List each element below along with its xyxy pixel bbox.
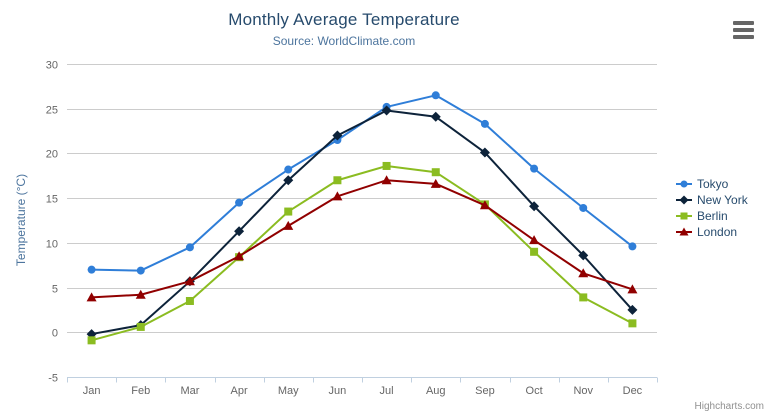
data-point-marker[interactable] bbox=[87, 336, 96, 345]
data-point-marker[interactable] bbox=[382, 161, 391, 170]
data-point-marker[interactable] bbox=[628, 319, 637, 328]
legend-item-berlin[interactable]: Berlin bbox=[676, 209, 748, 223]
data-point-marker[interactable] bbox=[529, 235, 540, 245]
data-point-marker[interactable] bbox=[135, 289, 146, 299]
data-point-marker[interactable] bbox=[430, 178, 441, 188]
data-point-marker[interactable] bbox=[530, 247, 539, 256]
data-point-marker[interactable] bbox=[679, 195, 689, 205]
data-point-marker[interactable] bbox=[680, 212, 688, 220]
chart-subtitle: Source: WorldClimate.com bbox=[272, 34, 416, 48]
data-point-marker[interactable] bbox=[530, 164, 539, 173]
data-point-marker[interactable] bbox=[284, 165, 293, 174]
y-tick-label: -5 bbox=[48, 373, 58, 385]
data-point-marker[interactable] bbox=[479, 200, 490, 210]
data-point-marker[interactable] bbox=[283, 220, 294, 230]
x-tick-label: Jun bbox=[329, 385, 347, 397]
data-point-marker[interactable] bbox=[185, 296, 194, 305]
triangle-legend-marker-icon bbox=[676, 227, 692, 236]
series-line[interactable] bbox=[90, 109, 634, 336]
legend-item-new-york[interactable]: New York bbox=[676, 193, 748, 207]
data-point-marker[interactable] bbox=[627, 304, 638, 315]
x-tick-label: Jul bbox=[380, 385, 394, 397]
square-legend-marker-icon bbox=[676, 212, 692, 220]
data-point-marker[interactable] bbox=[332, 130, 343, 141]
circle-legend-marker-icon bbox=[676, 180, 692, 188]
context-menu-button[interactable] bbox=[731, 20, 757, 40]
data-point-marker[interactable] bbox=[480, 119, 489, 128]
data-point-marker[interactable] bbox=[627, 284, 638, 294]
data-point-marker[interactable] bbox=[679, 227, 689, 236]
data-point-marker[interactable] bbox=[381, 105, 392, 116]
data-point-marker[interactable] bbox=[284, 207, 293, 216]
data-point-marker[interactable] bbox=[136, 266, 145, 275]
x-tick-label: Dec bbox=[623, 385, 643, 397]
series-line[interactable] bbox=[90, 94, 634, 272]
data-point-marker[interactable] bbox=[578, 268, 589, 278]
y-tick-label: 15 bbox=[46, 194, 58, 206]
x-tick-label: Mar bbox=[180, 385, 199, 397]
x-tick-label: Nov bbox=[573, 385, 593, 397]
x-tick-label: Feb bbox=[131, 385, 150, 397]
data-point-marker[interactable] bbox=[234, 226, 245, 237]
chart-title: Monthly Average Temperature bbox=[228, 10, 460, 29]
data-point-marker[interactable] bbox=[184, 276, 195, 286]
data-point-marker[interactable] bbox=[381, 175, 392, 185]
data-point-marker[interactable] bbox=[333, 176, 342, 185]
x-tick-label: Apr bbox=[231, 385, 248, 397]
data-point-marker[interactable] bbox=[332, 191, 343, 201]
x-tick-label: Jan bbox=[83, 385, 101, 397]
legend-label: New York bbox=[697, 193, 748, 207]
data-point-marker[interactable] bbox=[628, 242, 637, 251]
legend: Tokyo New York Berlin London bbox=[676, 177, 748, 239]
data-point-marker[interactable] bbox=[86, 292, 97, 302]
data-point-marker[interactable] bbox=[680, 180, 688, 188]
y-tick-label: 5 bbox=[52, 284, 58, 296]
series-new-york[interactable] bbox=[86, 105, 638, 340]
data-point-marker[interactable] bbox=[430, 111, 441, 122]
y-axis-title: Temperature (°C) bbox=[14, 173, 28, 267]
data-point-marker[interactable] bbox=[431, 168, 440, 177]
x-tick-label: May bbox=[278, 385, 299, 397]
data-point-marker[interactable] bbox=[283, 175, 294, 186]
data-point-marker[interactable] bbox=[136, 322, 145, 331]
data-point-marker[interactable] bbox=[235, 198, 244, 207]
series-line[interactable] bbox=[90, 179, 634, 299]
x-tick-label: Aug bbox=[426, 385, 446, 397]
y-tick-label: 30 bbox=[46, 60, 58, 72]
y-tick-label: 0 bbox=[52, 328, 58, 340]
legend-label: London bbox=[697, 225, 738, 239]
legend-item-london[interactable]: London bbox=[676, 225, 748, 239]
data-point-marker[interactable] bbox=[185, 243, 194, 252]
y-tick-label: 20 bbox=[46, 149, 58, 161]
x-tick-label: Oct bbox=[526, 385, 543, 397]
data-point-marker[interactable] bbox=[234, 251, 245, 261]
data-point-marker[interactable] bbox=[579, 203, 588, 212]
series-tokyo[interactable] bbox=[87, 91, 637, 275]
legend-label: Berlin bbox=[697, 209, 728, 223]
y-tick-label: 10 bbox=[46, 239, 58, 251]
legend-label: Tokyo bbox=[697, 177, 729, 191]
data-point-marker[interactable] bbox=[431, 91, 440, 100]
series-line[interactable] bbox=[90, 164, 634, 342]
x-tick-label: Sep bbox=[475, 385, 495, 397]
diamond-legend-marker-icon bbox=[676, 195, 692, 205]
data-point-marker[interactable] bbox=[87, 265, 96, 274]
data-point-marker[interactable] bbox=[579, 293, 588, 302]
data-point-marker[interactable] bbox=[479, 147, 490, 158]
data-point-marker[interactable] bbox=[529, 201, 540, 212]
highcharts-credit-link[interactable]: Highcharts.com bbox=[694, 401, 764, 412]
data-point-marker[interactable] bbox=[578, 250, 589, 261]
y-tick-label: 25 bbox=[46, 105, 58, 117]
legend-item-tokyo[interactable]: Tokyo bbox=[676, 177, 748, 191]
series-london[interactable] bbox=[86, 175, 638, 302]
